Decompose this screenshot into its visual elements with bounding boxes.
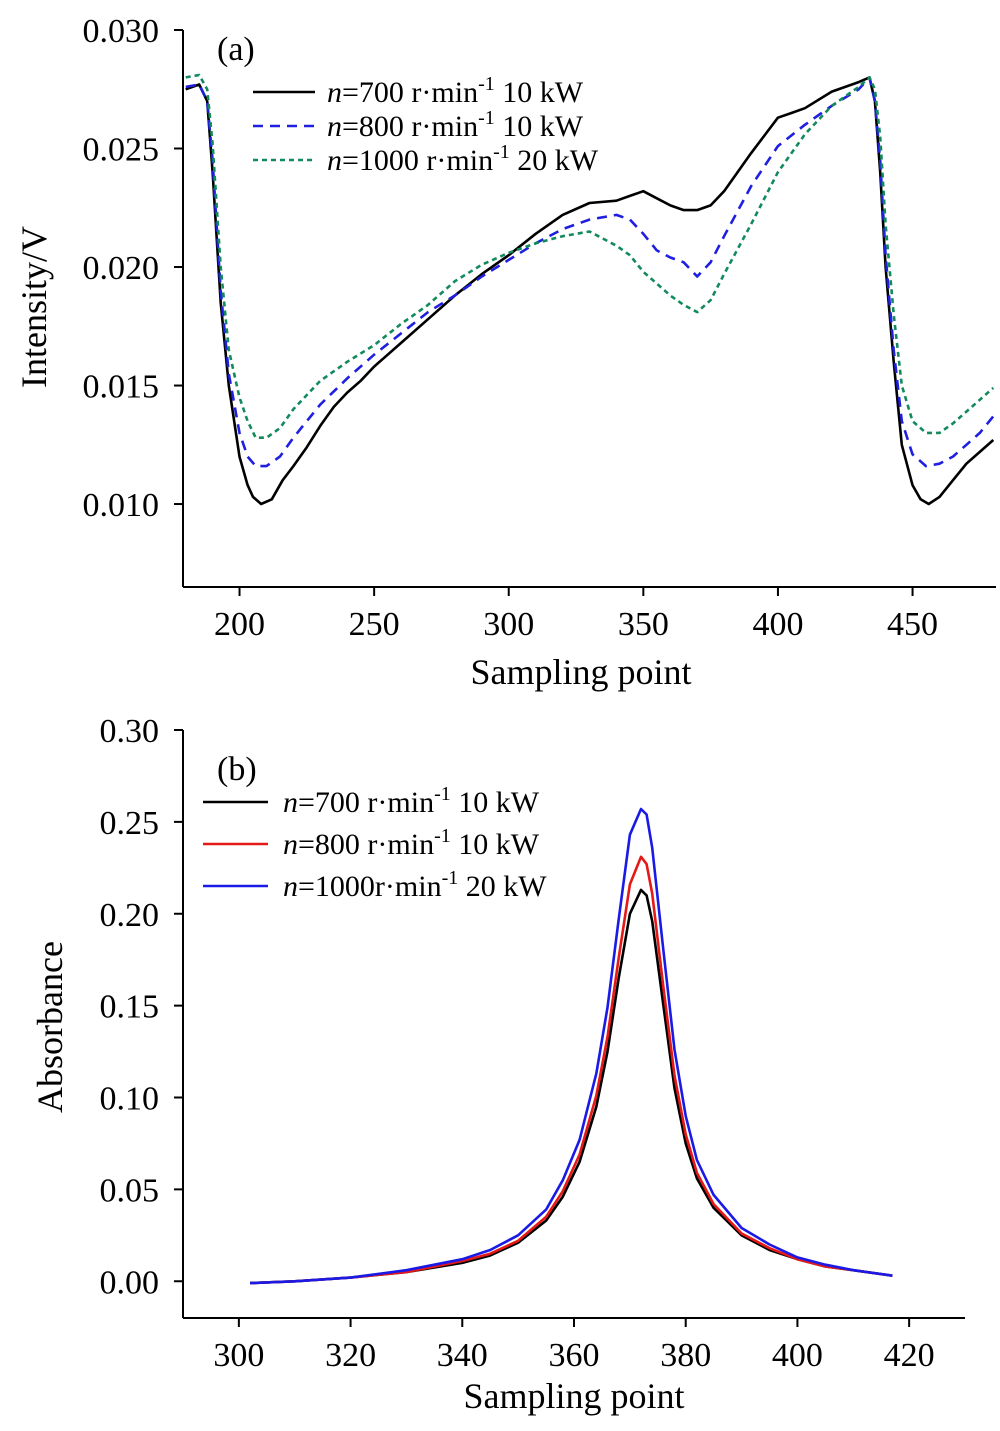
series-line-3 bbox=[185, 73, 995, 439]
axes bbox=[182, 30, 996, 588]
y-tick-label: 0.25 bbox=[100, 805, 160, 842]
panel-label: (a) bbox=[217, 31, 255, 68]
chart-panel-b: 300 320 340 360 380 400 420 0.00 0.05 0.10 0.15 0.2… bbox=[30, 713, 965, 1416]
x-tick-label: 320 bbox=[325, 1337, 376, 1374]
tick-group: 200 250 300 350 400 450 0.010 0.015 0.020 0.025 0.… bbox=[83, 13, 939, 643]
x-tick-label: 400 bbox=[772, 1337, 823, 1374]
y-axis-label: Intensity/V bbox=[14, 226, 54, 388]
series-line-1 bbox=[249, 888, 893, 1285]
legend-label-1: n=700 r·min-1 10 kW bbox=[327, 73, 584, 109]
x-tick-label: 340 bbox=[437, 1337, 488, 1374]
legend-label-2: n=800 r·min-1 10 kW bbox=[327, 107, 584, 143]
x-tick-label: 350 bbox=[618, 606, 669, 643]
y-tick-label: 0.30 bbox=[100, 713, 160, 750]
y-tick-label: 0.015 bbox=[83, 369, 160, 406]
series-line-2 bbox=[185, 76, 995, 468]
tick-group: 300 320 340 360 380 400 420 0.00 0.05 0.10 0.15 0.2… bbox=[100, 713, 935, 1374]
legend-label-1: n=700 r·min-1 10 kW bbox=[283, 783, 540, 819]
y-tick-label: 0.05 bbox=[100, 1172, 160, 1209]
y-tick-label: 0.020 bbox=[83, 250, 160, 287]
legend: n=700 r·min-1 10 kW n=800 r·min-1 10 kW n=… bbox=[203, 783, 547, 903]
x-axis-label: Sampling point bbox=[470, 652, 691, 692]
x-tick-label: 250 bbox=[349, 606, 400, 643]
legend-label-2: n=800 r·min-1 10 kW bbox=[283, 825, 540, 861]
x-tick-label: 200 bbox=[214, 606, 265, 643]
series-line-3 bbox=[249, 807, 893, 1285]
y-axis-label: Absorbance bbox=[30, 941, 70, 1113]
series-line-1 bbox=[185, 76, 995, 506]
legend-label-3: n=1000 r·min-1 20 kW bbox=[327, 141, 599, 177]
x-tick-label: 400 bbox=[752, 606, 803, 643]
chart-panel-a: 200 250 300 350 400 450 0.010 0.015 0.020 0.025 0.… bbox=[14, 13, 996, 692]
y-tick-label: 0.010 bbox=[83, 487, 160, 524]
x-tick-label: 450 bbox=[887, 606, 938, 643]
series-group bbox=[185, 73, 995, 506]
x-tick-label: 300 bbox=[483, 606, 534, 643]
y-tick-label: 0.10 bbox=[100, 1081, 160, 1118]
x-tick-label: 360 bbox=[549, 1337, 600, 1374]
x-tick-label: 380 bbox=[660, 1337, 711, 1374]
x-axis-label: Sampling point bbox=[463, 1376, 684, 1416]
x-tick-label: 300 bbox=[213, 1337, 264, 1374]
y-tick-label: 0.00 bbox=[100, 1264, 160, 1301]
panel-label: (b) bbox=[217, 751, 257, 788]
y-tick-label: 0.030 bbox=[83, 13, 160, 50]
series-group bbox=[249, 807, 893, 1285]
series-line-2 bbox=[249, 855, 893, 1285]
legend: n=700 r·min-1 10 kWn=800 r·min-1 10 kWn=… bbox=[253, 73, 599, 177]
legend-label-3: n=1000r·min-1 20 kW bbox=[283, 867, 547, 903]
y-tick-label: 0.20 bbox=[100, 897, 160, 934]
y-tick-label: 0.025 bbox=[83, 132, 160, 169]
x-tick-label: 420 bbox=[884, 1337, 935, 1374]
y-tick-label: 0.15 bbox=[100, 989, 160, 1026]
